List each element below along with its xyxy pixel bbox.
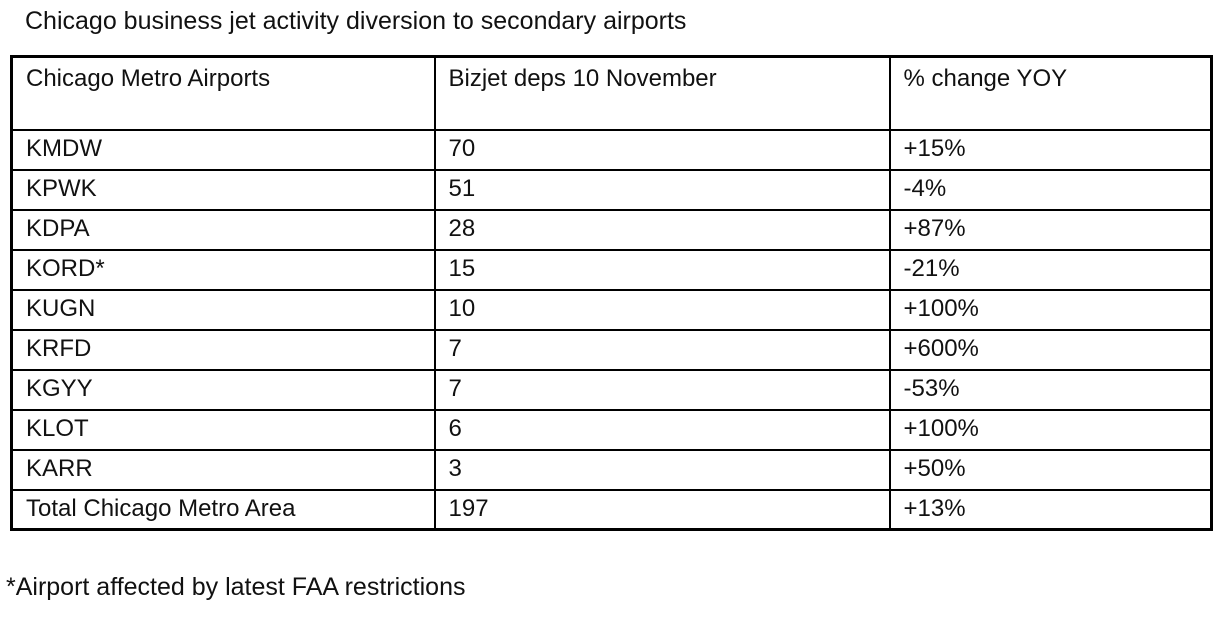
table-header-row: Chicago Metro Airports Bizjet deps 10 No… — [10, 55, 1213, 131]
table-row: KMDW 70 +15% — [10, 128, 1213, 171]
footnote: *Airport affected by latest FAA restrict… — [6, 573, 466, 601]
cell-departures: 6 — [433, 408, 891, 451]
cell-yoy-change: -53% — [888, 368, 1213, 411]
table-row: KGYY 7 -53% — [10, 368, 1213, 411]
cell-airport-code: KDPA — [10, 208, 436, 251]
cell-departures: 51 — [433, 168, 891, 211]
cell-airport-code: KARR — [10, 448, 436, 491]
cell-departures: 10 — [433, 288, 891, 331]
cell-departures: 7 — [433, 328, 891, 371]
cell-departures: 15 — [433, 248, 891, 291]
cell-departures: 70 — [433, 128, 891, 171]
cell-yoy-change: +87% — [888, 208, 1213, 251]
table-row: KARR 3 +50% — [10, 448, 1213, 491]
cell-yoy-change: +15% — [888, 128, 1213, 171]
table-row: KRFD 7 +600% — [10, 328, 1213, 371]
cell-departures: 3 — [433, 448, 891, 491]
cell-airport-code: KLOT — [10, 408, 436, 451]
table-row: KDPA 28 +87% — [10, 208, 1213, 251]
cell-total-label: Total Chicago Metro Area — [10, 488, 436, 531]
table-body: KMDW 70 +15% KPWK 51 -4% KDPA 28 +87% KO… — [10, 128, 1213, 531]
cell-total-departures: 197 — [433, 488, 891, 531]
cell-yoy-change: +600% — [888, 328, 1213, 371]
column-header-airports: Chicago Metro Airports — [10, 55, 436, 131]
cell-yoy-change: -21% — [888, 248, 1213, 291]
page-title: Chicago business jet activity diversion … — [25, 7, 687, 35]
cell-airport-code: KRFD — [10, 328, 436, 371]
cell-departures: 7 — [433, 368, 891, 411]
table-row: KPWK 51 -4% — [10, 168, 1213, 211]
table-row: KLOT 6 +100% — [10, 408, 1213, 451]
table-row: KUGN 10 +100% — [10, 288, 1213, 331]
cell-yoy-change: +100% — [888, 288, 1213, 331]
column-header-departures: Bizjet deps 10 November — [433, 55, 891, 131]
airport-activity-table: Chicago Metro Airports Bizjet deps 10 No… — [10, 55, 1213, 531]
table-row: KORD* 15 -21% — [10, 248, 1213, 291]
cell-airport-code: KMDW — [10, 128, 436, 171]
cell-yoy-change: +50% — [888, 448, 1213, 491]
cell-airport-code: KGYY — [10, 368, 436, 411]
cell-airport-code: KORD* — [10, 248, 436, 291]
cell-yoy-change: +100% — [888, 408, 1213, 451]
cell-airport-code: KPWK — [10, 168, 436, 211]
table-total-row: Total Chicago Metro Area 197 +13% — [10, 488, 1213, 531]
cell-departures: 28 — [433, 208, 891, 251]
cell-total-yoy-change: +13% — [888, 488, 1213, 531]
column-header-yoy-change: % change YOY — [888, 55, 1213, 131]
cell-airport-code: KUGN — [10, 288, 436, 331]
cell-yoy-change: -4% — [888, 168, 1213, 211]
